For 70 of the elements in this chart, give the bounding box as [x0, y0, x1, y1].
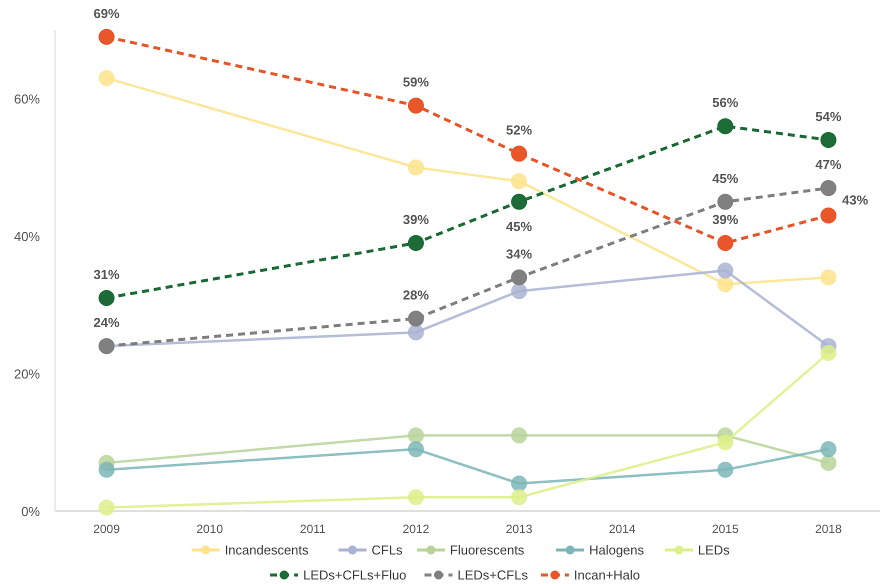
y-tick-label: 60%	[14, 92, 40, 107]
x-tick-label: 2018	[815, 522, 842, 536]
point	[717, 118, 734, 134]
point	[820, 132, 836, 148]
point	[408, 98, 424, 114]
legend-label: LEDs+CFLs	[458, 568, 528, 582]
data-label: 39%	[402, 212, 430, 228]
data-label: 52%	[506, 122, 533, 138]
legend-label: CFLs	[372, 542, 404, 558]
y-tick-label: 20%	[14, 366, 40, 382]
point	[820, 344, 836, 361]
point	[511, 427, 528, 444]
x-tick-label: 2014	[608, 522, 636, 536]
point	[511, 283, 528, 300]
point	[408, 235, 424, 252]
point	[511, 173, 528, 190]
legend-label: Incandescents	[224, 542, 310, 558]
point	[511, 269, 528, 286]
y-tick-label: 40%	[14, 229, 40, 244]
point	[511, 194, 528, 210]
point	[511, 476, 528, 492]
point	[717, 262, 734, 278]
point	[511, 489, 528, 506]
data-label: 43%	[842, 192, 869, 208]
point	[820, 269, 836, 286]
point	[98, 500, 115, 516]
data-label: 45%	[712, 170, 739, 186]
point	[717, 434, 734, 450]
point	[408, 441, 424, 458]
point	[408, 427, 424, 444]
legend-label: LEDs	[698, 542, 730, 558]
data-label: 54%	[815, 108, 842, 124]
legend-label: Fluorescents	[450, 542, 525, 558]
data-label: 28%	[402, 288, 430, 303]
point	[98, 70, 115, 86]
point	[98, 290, 115, 306]
point	[820, 454, 836, 471]
point	[408, 489, 424, 506]
x-tick-label: 2009	[93, 522, 120, 536]
data-label: 59%	[402, 74, 430, 90]
point	[408, 324, 424, 340]
data-label: 47%	[815, 157, 842, 172]
point	[717, 276, 734, 292]
data-label: 34%	[506, 246, 533, 262]
point	[511, 146, 528, 162]
data-label: 24%	[94, 315, 120, 330]
legend-label: LEDs+CFLs+Fluo	[303, 568, 406, 582]
point	[820, 441, 836, 458]
point	[717, 235, 734, 252]
point	[820, 180, 836, 196]
x-tick-label: 2012	[402, 522, 430, 536]
point	[98, 28, 115, 45]
data-label: 39%	[712, 212, 739, 228]
point	[408, 159, 424, 176]
y-tick-label: 0%	[21, 504, 40, 519]
data-label: 69%	[94, 6, 120, 21]
legend-label: Halogens	[589, 542, 645, 558]
x-tick-label: 2010	[196, 522, 224, 536]
point	[408, 310, 424, 327]
point	[98, 462, 115, 478]
x-tick-label: 2015	[712, 522, 739, 536]
x-tick-label: 2013	[506, 522, 533, 536]
data-label: 56%	[712, 95, 739, 110]
data-label: 45%	[506, 218, 533, 234]
point	[820, 208, 836, 224]
data-label: 31%	[94, 266, 120, 282]
point	[717, 194, 734, 210]
legend-label: Incan+Halo	[574, 568, 640, 582]
point	[717, 462, 734, 478]
x-tick-label: 2011	[300, 522, 326, 536]
